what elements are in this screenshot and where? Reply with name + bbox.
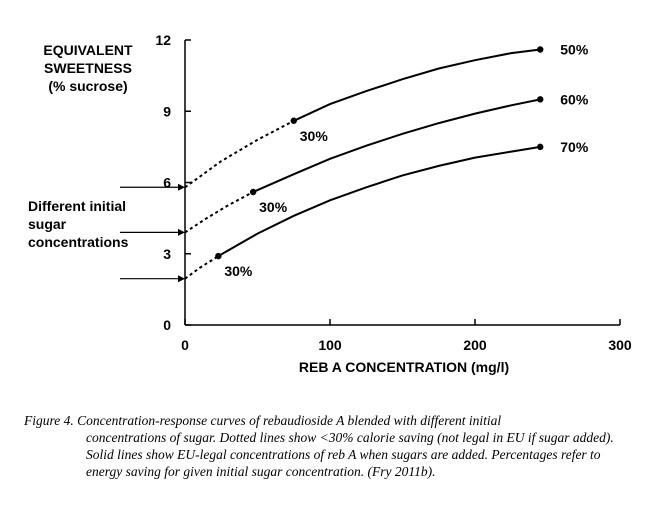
- y-axis-label: EQUIVALENT SWEETNESS (% sucrose): [43, 42, 133, 94]
- dotted-curve: [184, 191, 254, 234]
- dotted-curve: [184, 119, 295, 189]
- initial-sugar-annotation: Different initial sugar concentrations: [28, 198, 129, 250]
- point-30pct: [290, 117, 297, 124]
- curves: [184, 48, 541, 280]
- ticks: [184, 39, 621, 326]
- label-30pct: 30%: [259, 199, 288, 215]
- annotation-arrows: [120, 183, 185, 283]
- annotation-line: concentrations: [28, 234, 129, 250]
- figure-caption: Figure 4. Concentration-response curves …: [24, 412, 624, 480]
- arrow-head: [178, 183, 185, 191]
- y-tick-label: 6: [163, 175, 171, 191]
- tick-labels: 0 3 6 9 12 0 100 200 300: [155, 32, 631, 353]
- arrow-head: [178, 275, 185, 283]
- markers: [215, 46, 544, 260]
- y-axis-label-line: SWEETNESS: [44, 60, 132, 76]
- y-tick-label: 0: [163, 317, 171, 333]
- y-tick-label: 12: [155, 32, 171, 48]
- chart: 0 3 6 9 12 0 100 200 300 30% 50% 30% 60% 30% 70% EQUI…: [28, 32, 632, 375]
- y-tick-label: 3: [163, 246, 171, 262]
- point-end: [537, 96, 544, 103]
- dotted-curve: [184, 255, 219, 280]
- x-tick-label: 200: [463, 337, 487, 353]
- solid-curve: [252, 98, 541, 193]
- x-axis-label: REB A CONCENTRATION (mg/l): [299, 359, 509, 375]
- point-30pct: [215, 252, 222, 260]
- point-30pct: [249, 188, 257, 196]
- y-tick-label: 9: [163, 103, 171, 119]
- caption-body: concentrations of sugar. Dotted lines sh…: [86, 430, 614, 479]
- arrow-head: [178, 228, 185, 236]
- label-30pct: 30%: [300, 128, 329, 144]
- annotation-line: sugar: [28, 216, 67, 232]
- label-30pct: 30%: [224, 263, 253, 279]
- x-tick-label: 0: [181, 337, 189, 353]
- point-labels: 30% 50% 30% 60% 30% 70%: [224, 42, 588, 280]
- series-name-label: 60%: [560, 91, 589, 107]
- solid-curve: [217, 145, 541, 257]
- x-tick-label: 100: [318, 337, 342, 353]
- solid-curve: [293, 48, 541, 122]
- point-end: [537, 46, 544, 53]
- series-name-label: 70%: [560, 139, 589, 155]
- series-name-label: 50%: [560, 42, 589, 58]
- y-axis-label-line: (% sucrose): [48, 78, 127, 94]
- point-end: [537, 143, 544, 151]
- x-tick-label: 300: [608, 337, 632, 353]
- y-axis-label-line: EQUIVALENT: [43, 42, 133, 58]
- annotation-line: Different initial: [28, 198, 126, 214]
- caption-first-line: Figure 4. Concentration-response curves …: [24, 413, 502, 428]
- axes: [184, 40, 620, 326]
